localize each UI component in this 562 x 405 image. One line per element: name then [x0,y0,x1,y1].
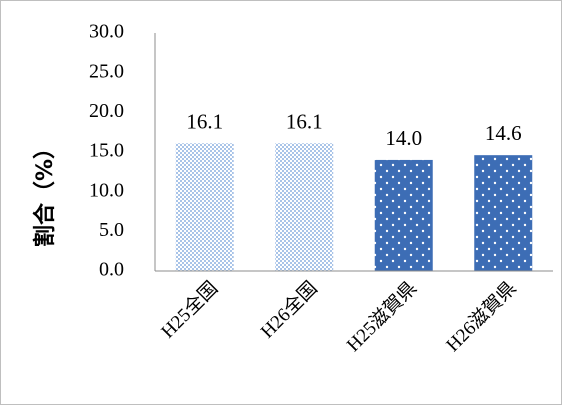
y-tick-label: 20.0 [89,100,124,122]
x-tick-label: H25滋賀県 [342,277,421,356]
bars [175,143,533,271]
bar [374,159,433,271]
y-tick-label: 30.0 [89,21,124,43]
x-tick-label: H25全国 [157,277,223,343]
bar [474,155,533,271]
y-axis-ticks: 0.0 5.0 10.0 15.0 20.0 25.0 30.0 [89,21,124,281]
y-axis-label: 割合（%） [32,137,58,247]
y-tick-label: 5.0 [99,219,124,241]
bar [175,143,234,271]
data-labels: 16.1 16.1 14.0 14.6 [186,109,521,150]
data-label: 16.1 [286,109,323,133]
x-axis-labels: H25全国 H26全国 H25滋賀県 H26滋賀県 [157,277,521,356]
x-tick-label: H26全国 [256,277,322,343]
y-tick-label: 10.0 [89,179,124,201]
y-tick-label: 0.0 [99,259,124,281]
data-label: 14.6 [485,121,522,145]
data-label: 14.0 [385,126,422,150]
data-label: 16.1 [186,109,223,133]
x-tick-label: H26滋賀県 [442,277,521,356]
bar [275,143,334,271]
y-tick-label: 15.0 [89,140,124,162]
y-tick-label: 25.0 [89,60,124,82]
